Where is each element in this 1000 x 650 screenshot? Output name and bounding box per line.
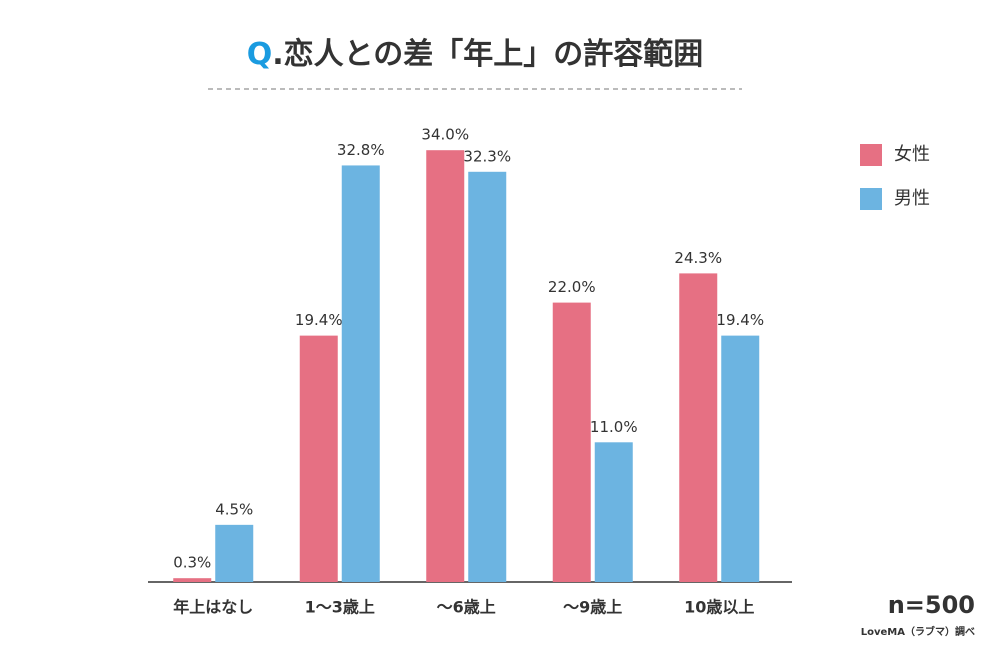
bar bbox=[299, 335, 338, 582]
bar bbox=[721, 335, 760, 582]
bar bbox=[468, 171, 507, 583]
bar bbox=[594, 442, 633, 582]
x-tick-label: 10歳以上 bbox=[684, 598, 754, 617]
sample-size: n=500 bbox=[888, 591, 975, 619]
value-label: 34.0% bbox=[421, 126, 469, 144]
bar bbox=[426, 150, 465, 582]
value-label: 24.3% bbox=[674, 249, 722, 267]
value-label: 19.4% bbox=[295, 311, 343, 329]
legend-label: 男性 bbox=[894, 188, 930, 209]
value-label: 32.3% bbox=[463, 147, 511, 165]
x-tick-label: 〜9歳上 bbox=[563, 598, 622, 617]
value-label: 11.0% bbox=[590, 418, 638, 436]
value-label: 19.4% bbox=[716, 311, 764, 329]
legend-swatch bbox=[860, 188, 882, 210]
legend-swatch bbox=[860, 144, 882, 166]
bar bbox=[341, 165, 380, 582]
bar bbox=[215, 524, 254, 582]
legend-label: 女性 bbox=[894, 144, 930, 165]
source: LoveMA（ラブマ）調べ bbox=[861, 625, 975, 638]
x-tick-label: 年上はなし bbox=[173, 598, 253, 617]
value-label: 22.0% bbox=[548, 278, 596, 296]
chart-title: Q.恋人との差「年上」の許容範囲 bbox=[247, 37, 704, 72]
value-label: 4.5% bbox=[215, 500, 253, 518]
bar bbox=[173, 578, 212, 582]
value-label: 32.8% bbox=[337, 141, 385, 159]
bar bbox=[679, 273, 718, 582]
x-tick-label: 1〜3歳上 bbox=[305, 598, 375, 617]
value-label: 0.3% bbox=[173, 554, 211, 572]
bar bbox=[552, 302, 591, 582]
x-tick-label: 〜6歳上 bbox=[437, 598, 496, 617]
